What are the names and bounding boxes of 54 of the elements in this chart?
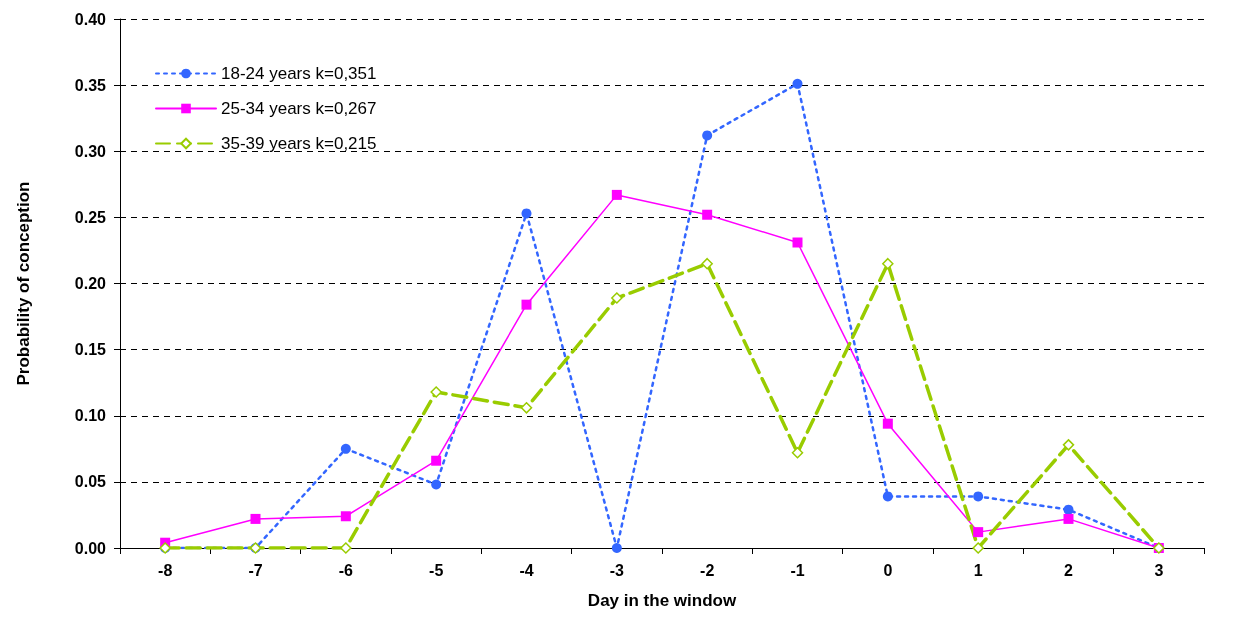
x-tick-label: 2 bbox=[1064, 561, 1074, 579]
point bbox=[340, 511, 351, 522]
point bbox=[1062, 439, 1075, 451]
x-tick-label: -8 bbox=[158, 561, 173, 579]
point bbox=[611, 189, 622, 200]
y-tick-label: 0.30 bbox=[74, 142, 107, 160]
point bbox=[430, 386, 442, 398]
x-tick-label: -7 bbox=[248, 561, 263, 579]
point bbox=[791, 447, 804, 459]
point bbox=[882, 418, 893, 429]
point bbox=[882, 257, 894, 270]
y-tick-label: 0.10 bbox=[74, 407, 107, 425]
point bbox=[973, 527, 984, 538]
y-tick-label: 0.35 bbox=[74, 76, 107, 94]
point bbox=[1063, 513, 1074, 524]
point bbox=[431, 455, 442, 466]
point bbox=[431, 479, 442, 490]
x-tick-label: -6 bbox=[338, 561, 354, 579]
x-axis-title: Day in the window bbox=[587, 591, 737, 610]
legend-label: 18-24 years k=0,351 bbox=[221, 64, 377, 83]
point bbox=[250, 513, 261, 524]
point bbox=[792, 237, 803, 248]
point bbox=[702, 209, 713, 220]
y-tick-label: 0.40 bbox=[74, 10, 107, 28]
y-tick-label: 0.05 bbox=[74, 473, 107, 491]
point bbox=[340, 443, 351, 454]
point bbox=[972, 542, 984, 554]
point bbox=[611, 292, 623, 304]
y-tick-label: 0.25 bbox=[74, 208, 107, 226]
point bbox=[521, 299, 532, 310]
point bbox=[520, 402, 533, 414]
x-tick-label: -2 bbox=[700, 561, 715, 579]
legend-label: 35-39 years k=0,215 bbox=[221, 134, 377, 153]
point bbox=[611, 543, 622, 553]
y-axis-title: Probability of conception bbox=[14, 181, 33, 386]
point bbox=[340, 542, 352, 554]
legend-label: 25-34 years k=0,267 bbox=[221, 99, 377, 118]
y-tick-label: 0.20 bbox=[74, 275, 107, 292]
point bbox=[701, 257, 713, 270]
x-tick-label: -3 bbox=[609, 561, 625, 579]
x-tick-label: 1 bbox=[973, 561, 983, 579]
point bbox=[973, 491, 984, 502]
x-tick-label: -5 bbox=[429, 561, 444, 579]
point bbox=[792, 78, 803, 89]
x-tick-label: -4 bbox=[519, 561, 534, 579]
x-tick-label: 3 bbox=[1154, 561, 1164, 579]
point bbox=[521, 208, 532, 219]
y-tick-label: 0.15 bbox=[74, 341, 107, 359]
point bbox=[882, 491, 893, 502]
x-tick-label: -1 bbox=[790, 561, 805, 579]
x-tick-label: 0 bbox=[883, 561, 893, 579]
y-tick-label: 0.00 bbox=[74, 539, 107, 557]
point bbox=[702, 130, 713, 141]
point bbox=[1063, 504, 1074, 515]
